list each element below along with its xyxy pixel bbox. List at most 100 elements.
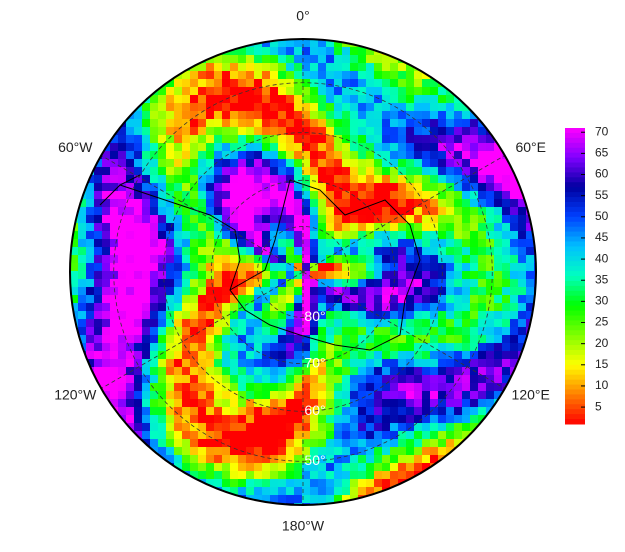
- colorbar-tick-label: 20: [595, 336, 609, 350]
- field-cell: [518, 231, 527, 240]
- field-cell: [294, 447, 303, 456]
- field-cell: [470, 231, 479, 240]
- field-cell: [198, 151, 207, 160]
- field-cell: [262, 287, 271, 296]
- field-cell: [278, 79, 287, 88]
- field-cell: [278, 103, 287, 112]
- field-cell: [254, 199, 263, 208]
- field-cell: [262, 55, 271, 64]
- field-cell: [230, 231, 239, 240]
- field-cell: [430, 207, 439, 216]
- field-cell: [254, 175, 263, 184]
- field-cell: [438, 167, 447, 176]
- field-cell: [246, 287, 255, 296]
- field-cell: [382, 343, 391, 352]
- field-cell: [454, 399, 463, 408]
- field-cell: [270, 63, 279, 72]
- field-cell: [318, 207, 327, 216]
- field-cell: [454, 231, 463, 240]
- field-cell: [518, 343, 527, 352]
- field-cell: [366, 55, 375, 64]
- field-cell: [310, 263, 319, 272]
- field-cell: [302, 231, 311, 240]
- field-cell: [302, 391, 311, 400]
- field-cell: [318, 183, 327, 192]
- field-cell: [182, 183, 191, 192]
- field-cell: [318, 335, 327, 344]
- field-cell: [222, 279, 231, 288]
- field-cell: [430, 103, 439, 112]
- field-cell: [406, 111, 415, 120]
- field-cell: [118, 383, 127, 392]
- field-cell: [518, 207, 527, 216]
- field-cell: [230, 279, 239, 288]
- field-cell: [334, 391, 343, 400]
- field-cell: [438, 359, 447, 368]
- colorbar-segment: [565, 162, 585, 168]
- field-cell: [390, 207, 399, 216]
- field-cell: [286, 95, 295, 104]
- field-cell: [318, 327, 327, 336]
- field-cell: [462, 287, 471, 296]
- field-cell: [502, 367, 511, 376]
- field-cell: [206, 455, 215, 464]
- field-cell: [270, 207, 279, 216]
- field-cell: [294, 295, 303, 304]
- data-field: [70, 39, 536, 505]
- field-cell: [126, 255, 135, 264]
- field-cell: [342, 295, 351, 304]
- field-cell: [446, 119, 455, 128]
- field-cell: [182, 415, 191, 424]
- field-cell: [134, 191, 143, 200]
- colorbar-segment: [565, 197, 585, 203]
- field-cell: [454, 415, 463, 424]
- field-cell: [318, 191, 327, 200]
- field-cell: [494, 375, 503, 384]
- field-cell: [262, 255, 271, 264]
- field-cell: [134, 399, 143, 408]
- field-cell: [78, 207, 87, 216]
- field-cell: [502, 335, 511, 344]
- field-cell: [350, 119, 359, 128]
- field-cell: [222, 367, 231, 376]
- field-cell: [334, 151, 343, 160]
- field-cell: [374, 383, 383, 392]
- field-cell: [230, 183, 239, 192]
- field-cell: [326, 471, 335, 480]
- field-cell: [334, 359, 343, 368]
- field-cell: [294, 159, 303, 168]
- field-cell: [134, 111, 143, 120]
- field-cell: [230, 215, 239, 224]
- field-cell: [310, 311, 319, 320]
- field-cell: [422, 207, 431, 216]
- field-cell: [382, 199, 391, 208]
- field-cell: [510, 191, 519, 200]
- field-cell: [310, 71, 319, 80]
- field-cell: [502, 351, 511, 360]
- field-cell: [174, 447, 183, 456]
- field-cell: [222, 271, 231, 280]
- colorbar-segment: [565, 266, 585, 272]
- field-cell: [70, 287, 79, 296]
- field-cell: [150, 159, 159, 168]
- field-cell: [510, 231, 519, 240]
- field-cell: [502, 239, 511, 248]
- field-cell: [198, 423, 207, 432]
- field-cell: [486, 255, 495, 264]
- field-cell: [126, 335, 135, 344]
- field-cell: [118, 319, 127, 328]
- field-cell: [470, 335, 479, 344]
- field-cell: [214, 151, 223, 160]
- field-cell: [358, 295, 367, 304]
- field-cell: [238, 95, 247, 104]
- field-cell: [246, 271, 255, 280]
- field-cell: [270, 367, 279, 376]
- field-cell: [390, 111, 399, 120]
- field-cell: [374, 175, 383, 184]
- field-cell: [422, 287, 431, 296]
- field-cell: [502, 207, 511, 216]
- field-cell: [358, 175, 367, 184]
- field-cell: [198, 175, 207, 184]
- field-cell: [206, 215, 215, 224]
- field-cell: [78, 271, 87, 280]
